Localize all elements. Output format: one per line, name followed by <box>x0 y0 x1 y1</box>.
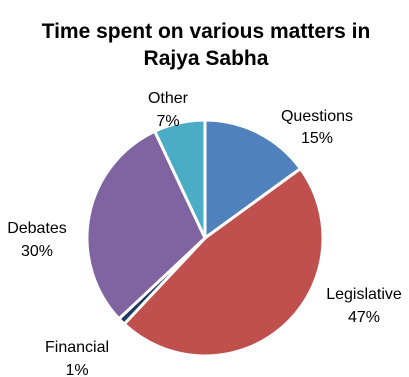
slice-label-other: Other <box>148 90 189 107</box>
slice-label-financial: Financial <box>45 339 109 356</box>
pie-slice-questions <box>203 118 302 240</box>
pie-slice-legislative <box>122 167 325 358</box>
slice-label-questions: Questions <box>281 108 353 125</box>
pie-slices <box>85 118 325 358</box>
slice-value-financial: 1% <box>65 362 88 377</box>
slice-value-other: 7% <box>156 113 179 130</box>
slice-value-debates: 30% <box>21 243 53 260</box>
slice-label-legislative: Legislative <box>326 286 402 303</box>
chart-title-line-1: Time spent on various matters in <box>42 20 371 43</box>
slice-label-debates: Debates <box>7 220 67 237</box>
slice-value-questions: 15% <box>301 130 333 147</box>
slice-labels: Questions 15% Legislative 47% Financial 1% Deb… <box>7 90 402 377</box>
chart-title-line-2: Rajya Sabha <box>144 47 269 70</box>
pie-slice-other <box>153 118 207 240</box>
slice-value-legislative: 47% <box>348 309 380 326</box>
